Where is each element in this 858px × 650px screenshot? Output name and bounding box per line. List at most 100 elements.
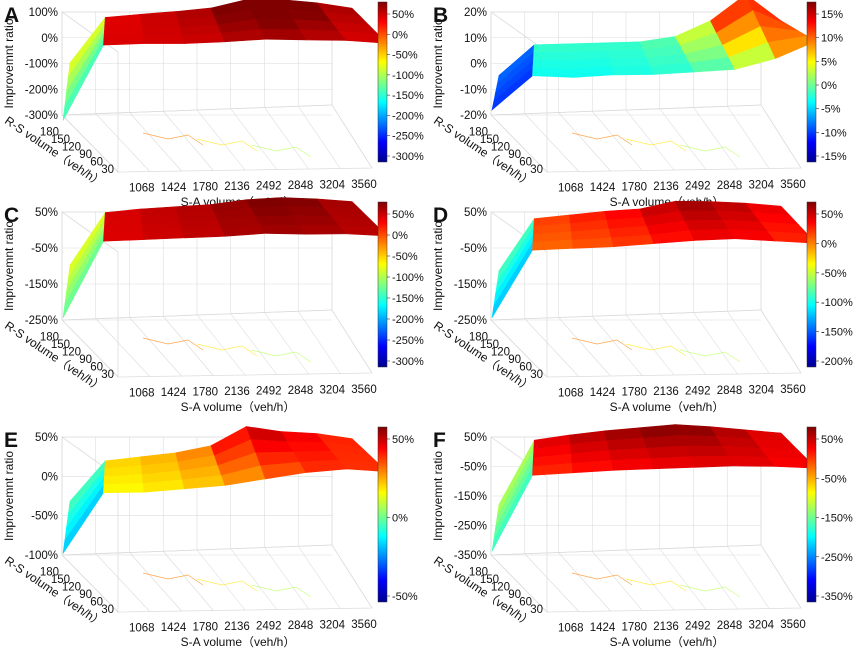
x-tick-label: 1780 xyxy=(621,182,647,194)
z-tick-label: -50% xyxy=(460,462,487,474)
y-tick-label: 120 xyxy=(62,142,81,154)
x-tick-label: 1068 xyxy=(129,623,155,635)
floor-gridline xyxy=(693,547,738,610)
panel-b: B 20% 10% 0% -10% -20% Improvemnt ratio 1068 142… xyxy=(431,0,847,209)
surface-patch xyxy=(610,65,655,76)
surface-patch xyxy=(181,227,226,239)
floor-contours xyxy=(571,132,741,158)
colorbar-tick-label: 50% xyxy=(821,209,843,221)
floor-gridline xyxy=(331,309,373,374)
floor-gridline xyxy=(264,107,309,170)
floor-gridline xyxy=(760,309,802,374)
colorbar-ticks: 50% 0% -50% -100% -150% -200% -250% -300% xyxy=(387,9,424,163)
panel-f: F 50% -50% -150% -250% -350% Improvemnt ratio 1… xyxy=(431,424,853,649)
surface-patch xyxy=(606,49,648,60)
y-tick-label: 90 xyxy=(508,149,521,161)
contour-line xyxy=(196,578,258,592)
floor-gridline xyxy=(524,318,579,377)
x-tick-label: 1424 xyxy=(161,182,187,194)
colorbar-tick-label: -50% xyxy=(392,591,418,603)
surface xyxy=(491,200,817,318)
x-tick-label: 3204 xyxy=(748,620,774,632)
z-tick-label: 100% xyxy=(29,7,58,19)
colorbar-ticks: 50% 0% -50% -100% -150% -200% -250% -300% xyxy=(387,209,424,368)
floor-gridline xyxy=(163,551,214,611)
colorbar xyxy=(377,1,388,163)
surface-patch xyxy=(571,66,614,78)
z-tick-label: 50% xyxy=(35,432,58,444)
colorbar-ticks: 50% 0% -50% xyxy=(387,434,418,603)
y-tick-label: 90 xyxy=(508,589,521,601)
z-tick-label: 0% xyxy=(41,471,58,483)
floor-gridline xyxy=(230,548,277,610)
surface-patch xyxy=(250,206,295,217)
floor-gridline xyxy=(524,113,579,172)
y-tick-label: 30 xyxy=(101,164,114,176)
colorbar-tick-label: -150% xyxy=(821,327,853,339)
x-tick-label: 1780 xyxy=(192,182,218,194)
colorbar-tick-label: -200% xyxy=(392,314,424,326)
y-tick-label: 90 xyxy=(79,149,92,161)
colorbar xyxy=(377,201,388,368)
floor-contours xyxy=(142,572,312,598)
y-tick-label: 60 xyxy=(90,157,103,169)
floor-gridline xyxy=(693,107,738,170)
panel-label: D xyxy=(433,204,448,227)
colorbar-tick-label: -300% xyxy=(392,356,424,368)
surface-patch xyxy=(299,224,348,235)
colorbar-ticks: 50% 0% -50% -100% -150% -200% xyxy=(816,209,853,368)
panel-label: A xyxy=(4,4,19,27)
y-tick-label: 120 xyxy=(491,347,510,359)
colorbar-tick-label: 0% xyxy=(821,80,837,92)
surface xyxy=(491,424,817,552)
colorbar-tick-label: 5% xyxy=(821,56,837,68)
contour-line xyxy=(571,132,633,146)
x-tick-label: 1424 xyxy=(590,182,616,194)
z-tick-label: 0% xyxy=(470,59,487,71)
floor-gridline xyxy=(760,104,802,169)
y-tick-label: 150 xyxy=(51,574,70,586)
x-tick-label: 3204 xyxy=(319,385,345,397)
floor-gridline xyxy=(196,314,246,376)
colorbar-tick-label: -150% xyxy=(392,90,424,102)
x-tick-labels: 1068 1424 1780 2136 2492 2848 3204 3560 xyxy=(129,619,377,635)
floor-gridline xyxy=(625,314,675,376)
surface-patch xyxy=(250,9,295,21)
surface-patch xyxy=(533,51,572,61)
z-axis-label: Improvemnt ratio xyxy=(431,221,445,311)
z-axis-label: Improvemnt ratio xyxy=(431,451,445,541)
surface-patch xyxy=(689,455,736,468)
floor-gridline xyxy=(298,106,341,169)
x-tick-labels: 1068 1424 1780 2136 2492 2848 3204 3560 xyxy=(558,384,806,400)
floor-gridline xyxy=(331,544,373,609)
panel-label: E xyxy=(4,429,18,452)
y-tick-label: 90 xyxy=(79,354,92,366)
y-tick-label: 60 xyxy=(519,597,532,609)
panel-c: C 50% -50% -150% -250% Improvemnt ratio 1068 14… xyxy=(2,197,424,414)
floor-gridline xyxy=(196,109,246,171)
x-tick-label: 2848 xyxy=(288,385,314,397)
y-tick-label: 30 xyxy=(101,369,114,381)
y-tick-label: 60 xyxy=(90,597,103,609)
x-tick-label: 2848 xyxy=(717,180,743,192)
contour-line xyxy=(679,349,741,363)
z-tick-label: -200% xyxy=(25,84,58,96)
contour-line xyxy=(679,144,741,158)
x-axis-label: S-A volume（veh/h） xyxy=(181,635,296,649)
y-tick-label: 180 xyxy=(469,332,488,344)
y-tick-label: 150 xyxy=(480,574,499,586)
surface-patch xyxy=(674,200,718,212)
floor-gridline xyxy=(592,551,643,611)
surface-patch xyxy=(684,445,730,458)
surface-patch xyxy=(103,483,145,494)
y-tick-label: 180 xyxy=(469,567,488,579)
x-tick-label: 2136 xyxy=(224,621,250,633)
colorbar-ticks: 50% -50% -150% -250% -350% xyxy=(816,434,853,603)
surface-patch xyxy=(679,434,724,447)
surface-patch xyxy=(245,197,289,209)
floor-gridline xyxy=(95,553,150,612)
contour-line xyxy=(571,337,633,351)
contour-line xyxy=(625,138,687,152)
